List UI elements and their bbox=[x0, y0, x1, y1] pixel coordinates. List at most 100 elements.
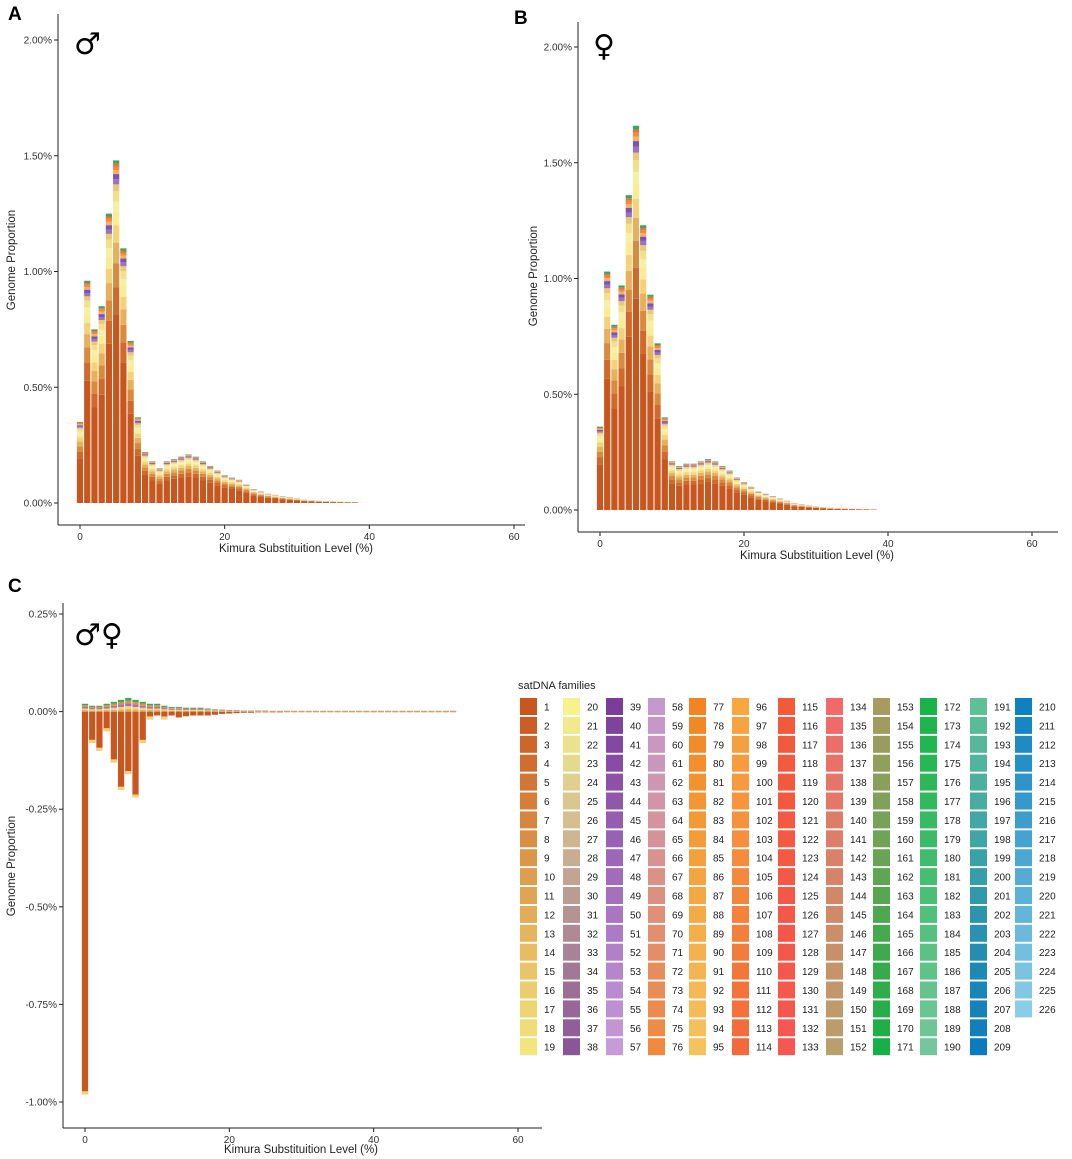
legend-swatch bbox=[689, 849, 706, 867]
x-tick-label: 20 bbox=[224, 1135, 236, 1146]
legend-entry-97: 97 bbox=[732, 716, 768, 734]
legend-swatch bbox=[520, 1019, 537, 1037]
bar-segment bbox=[243, 491, 250, 493]
legend-swatch bbox=[1015, 735, 1032, 753]
bar-segment bbox=[719, 467, 726, 469]
legend-label: 37 bbox=[587, 1024, 599, 1035]
legend-entry-5: 5 bbox=[520, 773, 550, 791]
legend-swatch bbox=[563, 1000, 580, 1018]
bar-segment bbox=[175, 711, 182, 718]
bar-segment bbox=[105, 239, 113, 249]
legend-label: 103 bbox=[756, 835, 773, 846]
y-tick-label: 0.25% bbox=[29, 610, 57, 621]
bar-segment bbox=[76, 446, 84, 452]
bar-segment bbox=[81, 711, 89, 1095]
legend-swatch bbox=[970, 981, 987, 999]
legend-label: 44 bbox=[630, 797, 642, 808]
bar-segment bbox=[704, 463, 712, 466]
legend-swatch bbox=[520, 1000, 537, 1018]
bar-segment bbox=[134, 433, 141, 438]
legend-swatch bbox=[689, 1019, 706, 1037]
legend-label: 81 bbox=[713, 778, 725, 789]
legend-label: 217 bbox=[1039, 835, 1056, 846]
legend-entry-225: 225 bbox=[1015, 981, 1056, 999]
bar-segment bbox=[762, 498, 769, 500]
bar-segment bbox=[132, 702, 139, 705]
bar-b-11 bbox=[676, 466, 683, 510]
bar-c-32 bbox=[312, 710, 320, 713]
bar-segment bbox=[103, 705, 110, 707]
bar-segment bbox=[733, 481, 740, 483]
bar-a-4 bbox=[105, 213, 113, 503]
legend-label: 136 bbox=[850, 740, 867, 751]
legend-items: 1234567891011121314151617181920212223242… bbox=[520, 698, 1056, 1056]
legend-entry-100: 100 bbox=[732, 773, 773, 791]
bar-segment bbox=[178, 458, 185, 459]
bar-segment bbox=[76, 422, 84, 424]
bar-segment bbox=[156, 474, 163, 477]
bar-segment bbox=[604, 328, 611, 344]
bar-segment bbox=[668, 470, 676, 474]
bar-c-3 bbox=[103, 703, 110, 732]
bar-segment bbox=[776, 503, 784, 510]
legend-entry-28: 28 bbox=[563, 849, 599, 867]
bar-segment bbox=[719, 476, 726, 480]
legend-swatch bbox=[520, 1038, 537, 1056]
legend-label: 188 bbox=[944, 1005, 961, 1016]
legend-label: 204 bbox=[994, 948, 1011, 959]
bar-a-23 bbox=[243, 484, 250, 503]
bar-segment bbox=[192, 458, 199, 459]
bar-segment bbox=[618, 287, 625, 290]
legend-swatch bbox=[520, 811, 537, 829]
legend-entry-73: 73 bbox=[648, 981, 684, 999]
bar-segment bbox=[211, 711, 219, 715]
bar-segment bbox=[769, 501, 776, 503]
bar-b-37 bbox=[863, 509, 870, 510]
bar-segment bbox=[683, 480, 690, 485]
legend-label: 115 bbox=[802, 703, 818, 714]
bar-segment bbox=[134, 419, 141, 421]
bar-c-33 bbox=[320, 710, 327, 713]
legend-label: 155 bbox=[897, 740, 914, 751]
x-axis-title-a: Kimura Substituition Level (%) bbox=[219, 543, 373, 555]
legend-entry-18: 18 bbox=[520, 1019, 556, 1037]
bar-segment bbox=[841, 509, 848, 510]
legend-label: 25 bbox=[587, 797, 599, 808]
bar-segment bbox=[604, 378, 611, 510]
bar-segment bbox=[676, 469, 683, 472]
legend-label: 191 bbox=[994, 703, 1011, 714]
legend-label: 77 bbox=[713, 703, 725, 714]
bar-segment bbox=[784, 502, 791, 504]
bar-segment bbox=[105, 268, 113, 284]
bar-segment bbox=[105, 257, 113, 269]
bar-segment bbox=[199, 469, 207, 472]
bar-segment bbox=[146, 706, 154, 709]
legend-entry-132: 132 bbox=[778, 1019, 819, 1037]
bar-segment bbox=[110, 705, 117, 708]
bar-segment bbox=[435, 711, 442, 713]
bar-c-0 bbox=[81, 703, 89, 1095]
bar-segment bbox=[755, 494, 762, 495]
legend-swatch bbox=[563, 981, 580, 999]
legend-swatch bbox=[826, 1038, 843, 1056]
legend-swatch bbox=[826, 905, 843, 923]
bar-b-13 bbox=[690, 463, 697, 510]
legend-swatch bbox=[826, 773, 843, 791]
legend-entry-153: 153 bbox=[873, 698, 914, 715]
bar-segment bbox=[127, 400, 134, 414]
bar-segment bbox=[163, 471, 170, 474]
legend-label: 108 bbox=[756, 929, 773, 940]
bar-segment bbox=[141, 470, 149, 475]
legend-entry-46: 46 bbox=[606, 830, 642, 848]
legend-swatch bbox=[920, 887, 937, 904]
bar-segment bbox=[733, 489, 740, 493]
bar-segment bbox=[640, 330, 647, 354]
legend-entry-170: 170 bbox=[873, 1019, 914, 1037]
legend-label: 38 bbox=[587, 1043, 599, 1054]
bar-segment bbox=[113, 242, 120, 264]
legend-swatch bbox=[732, 981, 749, 999]
legend-label: 214 bbox=[1039, 778, 1056, 789]
bar-a-22 bbox=[236, 479, 243, 503]
bar-segment bbox=[632, 125, 640, 130]
bar-segment bbox=[279, 499, 286, 503]
